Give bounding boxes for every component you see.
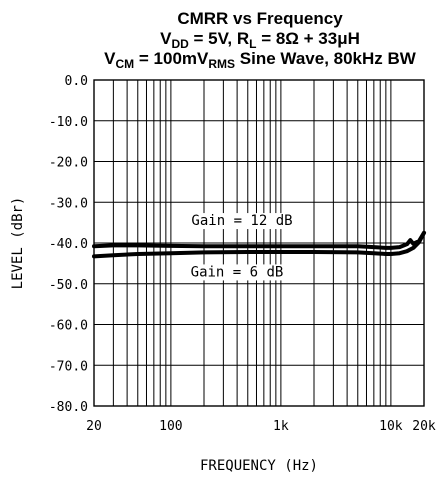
x-tick-label: 20k [412,419,436,434]
y-tick-label: 0.0 [65,74,88,89]
plot-frame [93,79,425,407]
y-tick-label: -80.0 [49,400,88,415]
x-axis-label: FREQUENCY (Hz) [200,458,318,474]
annotation-background [187,264,287,281]
y-tick-label: -60.0 [49,319,88,334]
x-tick-label: 1k [273,419,289,434]
x-tick-label: 100 [159,419,182,434]
series-annotation: Gain = 6 dB [191,264,284,280]
y-tick-label: -70.0 [49,359,88,374]
x-tick-label: 20 [86,419,102,434]
chart-title-line3: VCM = 100mVRMS Sine Wave, 80kHz BW [104,49,417,71]
y-tick-labels: 0.0 -10.0 -20.0 -30.0 -40.0 -50.0 -60.0 -70.0 -8… [49,74,88,415]
y-tick-label: -10.0 [49,115,88,130]
series-line [92,230,426,250]
y-tick-label: -20.0 [49,156,88,171]
y-tick-label: -40.0 [49,237,88,252]
series-lines [92,230,426,259]
series-annotations: Gain = 12 dB Gain = 6 dB [187,213,296,281]
series-line [92,230,426,259]
y-axis-label: LEVEL (dBr) [10,197,26,290]
x-tick-labels: 20 100 1k 10k 20k [86,419,436,434]
chart-title-line1: CMRR vs Frequency [177,9,343,28]
annotation-background [188,213,296,230]
chart-title-line2: VDD = 5V, RL = 8Ω + 33μH [160,29,360,51]
grid-lines [94,80,424,406]
y-tick-label: -50.0 [49,278,88,293]
x-tick-label: 10k [379,419,403,434]
y-tick-label: -30.0 [49,196,88,211]
series-annotation: Gain = 12 dB [191,213,292,229]
